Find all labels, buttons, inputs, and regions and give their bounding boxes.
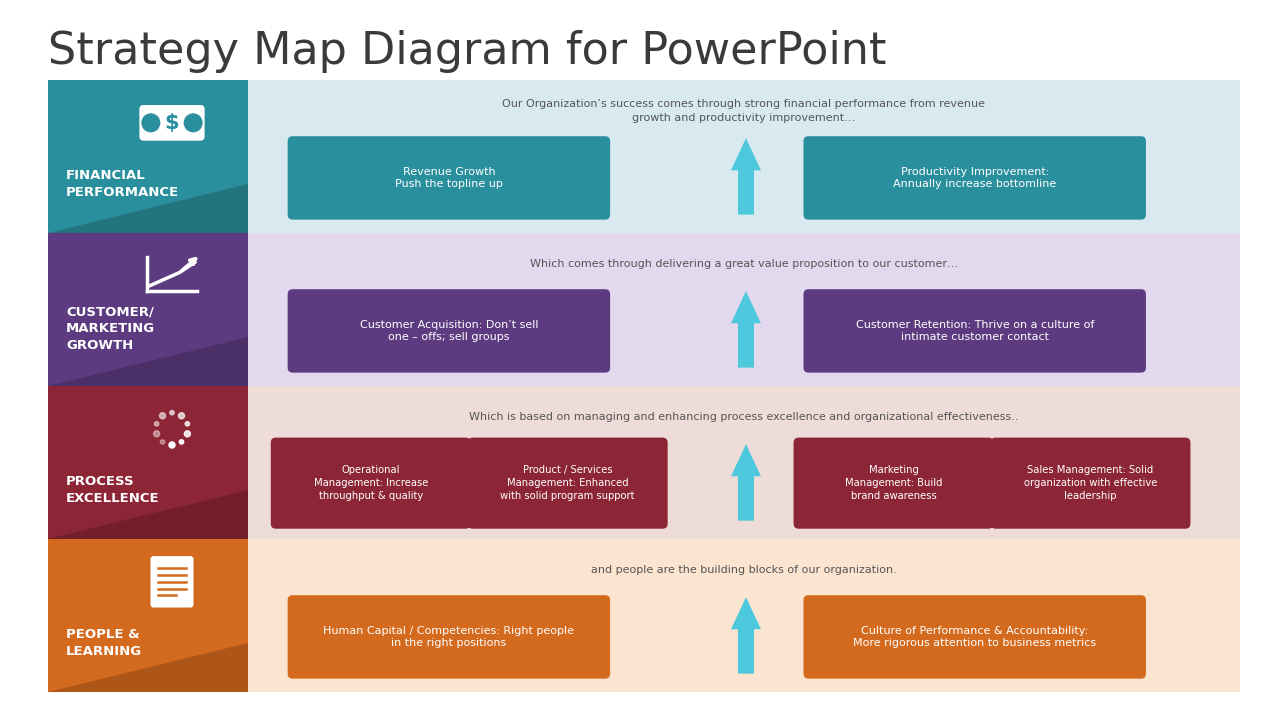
FancyBboxPatch shape — [794, 438, 993, 528]
Polygon shape — [49, 490, 248, 539]
Polygon shape — [731, 291, 762, 368]
Circle shape — [178, 413, 184, 419]
Polygon shape — [731, 138, 762, 215]
FancyBboxPatch shape — [288, 595, 611, 679]
Circle shape — [179, 440, 184, 444]
Polygon shape — [452, 80, 530, 692]
Bar — [49, 539, 248, 692]
Text: FINANCIAL
PERFORMANCE: FINANCIAL PERFORMANCE — [67, 169, 179, 199]
Text: Which comes through delivering a great value proposition to our customer…: Which comes through delivering a great v… — [530, 258, 957, 269]
Bar — [49, 386, 248, 539]
Circle shape — [170, 410, 174, 415]
Polygon shape — [49, 643, 248, 692]
Text: PEOPLE &
LEARNING: PEOPLE & LEARNING — [67, 629, 142, 658]
FancyBboxPatch shape — [140, 105, 205, 140]
Bar — [49, 80, 248, 233]
FancyBboxPatch shape — [467, 438, 668, 528]
Text: Customer Retention: Thrive on a culture of
intimate customer contact: Customer Retention: Thrive on a culture … — [855, 320, 1094, 342]
Circle shape — [160, 413, 165, 419]
Text: Product / Services
Management: Enhanced
with solid program support: Product / Services Management: Enhanced … — [500, 465, 635, 501]
Circle shape — [154, 431, 160, 437]
Text: Revenue Growth
Push the topline up: Revenue Growth Push the topline up — [396, 166, 503, 189]
Text: Which is based on managing and enhancing process excellence and organizational e: Which is based on managing and enhancing… — [470, 412, 1019, 422]
Text: Sales Management: Solid
organization with effective
leadership: Sales Management: Solid organization wit… — [1024, 465, 1157, 501]
Bar — [248, 386, 1240, 539]
Polygon shape — [49, 184, 248, 233]
FancyBboxPatch shape — [804, 595, 1146, 679]
Polygon shape — [49, 337, 248, 386]
Text: CUSTOMER/
MARKETING
GROWTH: CUSTOMER/ MARKETING GROWTH — [67, 305, 155, 352]
Circle shape — [186, 422, 189, 426]
Circle shape — [184, 431, 191, 437]
FancyBboxPatch shape — [271, 438, 471, 528]
FancyBboxPatch shape — [991, 438, 1190, 528]
Text: PROCESS
EXCELLENCE: PROCESS EXCELLENCE — [67, 475, 160, 505]
Polygon shape — [933, 80, 1011, 692]
Polygon shape — [1082, 80, 1160, 692]
Bar — [248, 539, 1240, 692]
FancyBboxPatch shape — [804, 136, 1146, 220]
Text: and people are the building blocks of our organization.: and people are the building blocks of ou… — [591, 564, 897, 575]
Text: Our Organization’s success comes through strong financial performance from reven: Our Organization’s success comes through… — [503, 99, 986, 122]
FancyBboxPatch shape — [151, 556, 193, 608]
Circle shape — [142, 114, 160, 132]
Circle shape — [155, 422, 159, 426]
Bar — [49, 233, 248, 386]
Polygon shape — [731, 444, 762, 521]
Circle shape — [169, 442, 175, 448]
Text: Culture of Performance & Accountability:
More rigorous attention to business met: Culture of Performance & Accountability:… — [854, 626, 1096, 648]
Bar — [248, 80, 1240, 233]
Text: Human Capital / Competencies: Right people
in the right positions: Human Capital / Competencies: Right peop… — [324, 626, 575, 648]
Circle shape — [160, 440, 165, 444]
Text: $: $ — [165, 113, 179, 132]
Text: Operational
Management: Increase
throughput & quality: Operational Management: Increase through… — [314, 465, 428, 501]
FancyBboxPatch shape — [288, 136, 611, 220]
Polygon shape — [308, 80, 387, 692]
FancyBboxPatch shape — [804, 289, 1146, 373]
Circle shape — [184, 114, 202, 132]
Polygon shape — [731, 597, 762, 674]
Text: Productivity Improvement:
Annually increase bottomline: Productivity Improvement: Annually incre… — [893, 166, 1056, 189]
Text: Strategy Map Diagram for PowerPoint: Strategy Map Diagram for PowerPoint — [49, 30, 887, 73]
Text: Customer Acquisition: Don’t sell
one – offs; sell groups: Customer Acquisition: Don’t sell one – o… — [360, 320, 538, 342]
Bar — [248, 233, 1240, 386]
FancyBboxPatch shape — [288, 289, 611, 373]
Text: Marketing
Management: Build
brand awareness: Marketing Management: Build brand awaren… — [845, 465, 942, 501]
